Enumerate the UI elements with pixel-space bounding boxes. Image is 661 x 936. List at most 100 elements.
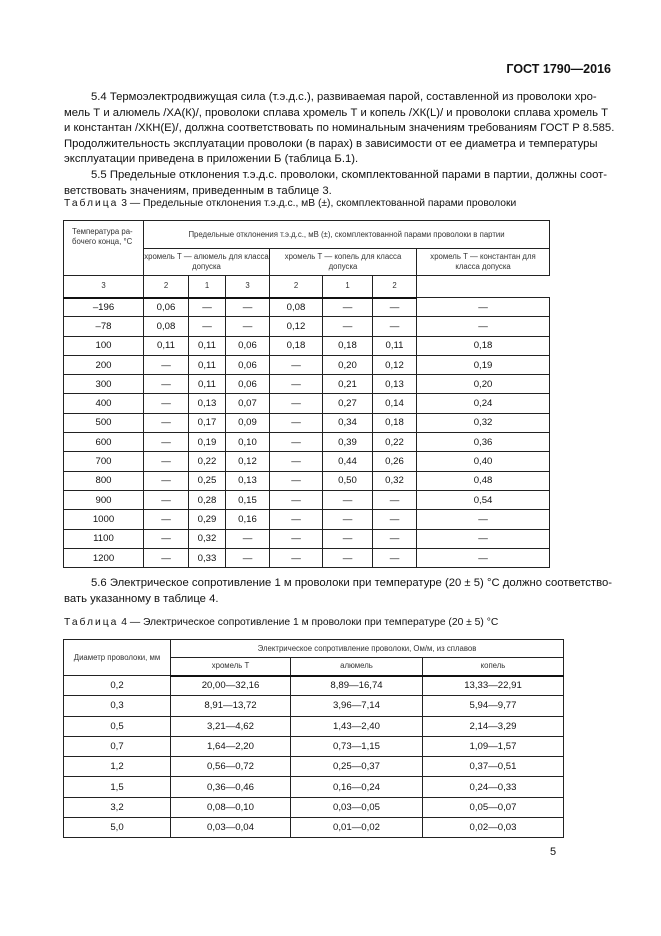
table-cell: —	[322, 489, 373, 511]
text-line: эксплуатации приведена в приложении Б (т…	[64, 153, 359, 166]
table-cell: —	[269, 451, 323, 472]
table-cell: 700	[63, 451, 144, 472]
text-line: Продолжительность эксплуатации проволоки…	[64, 137, 598, 150]
table-row: 900—0,28 0,15— — —0,54	[63, 489, 551, 511]
table-cell: 0,21	[322, 374, 373, 395]
table-cell: 1,09—1,57	[421, 735, 565, 758]
header-group: Электрическое сопротивление проволоки, О…	[169, 639, 565, 658]
table-cell: —	[322, 316, 373, 337]
header-group: Предельные отклонения т.э.д.с., мВ (±), …	[142, 220, 551, 249]
table-cell: 0,07	[225, 393, 270, 414]
table-row: 600—0,19 0,10—0,39 0,22 0,36	[63, 432, 551, 453]
table-row: 1,5 0,36—0,46 0,16—0,24 0,24—0,33	[63, 776, 565, 798]
table-cell: —	[269, 432, 323, 453]
table-cell: —	[269, 354, 323, 376]
table-cell: 500	[63, 412, 144, 434]
header-alloy: копель	[421, 657, 565, 677]
table-cell: 0,29	[188, 509, 226, 530]
table-row: 700—0,22 0,12—0,44 0,26 0,40	[63, 451, 551, 472]
table-cell: —	[269, 509, 323, 530]
table-cell: 0,14	[372, 393, 417, 414]
table-cell: 0,16	[225, 509, 270, 530]
header-class: 1	[188, 275, 226, 299]
table-cell: —	[322, 296, 373, 318]
table-cell: —	[269, 470, 323, 491]
table-cell: 0,18	[372, 412, 417, 434]
table-cell: 0,02—0,03	[421, 817, 565, 839]
table-cell: —	[225, 547, 270, 569]
table-3: Температура ра-бочего конца, °С Предельн…	[63, 220, 551, 569]
table-row: 800—0,25 0,13—0,50 0,32 0,48	[63, 470, 551, 491]
table-cell: —	[415, 509, 551, 530]
table-cell: 0,73—1,15	[290, 735, 423, 758]
table-cell: —	[143, 451, 189, 472]
header-diameter: Диаметр проволоки, мм	[63, 639, 171, 676]
table-cell: —	[225, 316, 270, 337]
table-row: 1,2 0,56—0,72 0,25—0,37 0,37—0,51	[63, 756, 565, 778]
table-row: 400—0,13 0,07—0,27 0,14 0,24	[63, 393, 551, 414]
table-cell: 0,24	[415, 393, 551, 414]
table-cell: 100	[63, 335, 144, 356]
table-row: 300—0,11 0,06—0,21 0,13 0,20	[63, 374, 551, 395]
table-cell: 0,22	[372, 432, 417, 453]
table-row: –196 0,06— —0,08— — —	[63, 296, 551, 318]
table-cell: —	[269, 547, 323, 569]
table-cell: 600	[63, 432, 144, 453]
table-cell: —	[188, 296, 226, 318]
table-cell: 0,08	[269, 296, 323, 318]
table-cell: 0,06	[225, 335, 270, 356]
table-cell: 0,32	[372, 470, 417, 491]
table-cell: 0,2	[63, 674, 171, 697]
table-cell: 0,18	[415, 335, 551, 356]
paragraph-5-4: 5.4 Термоэлектродвижущая сила (т.э.д.с.)…	[64, 90, 615, 199]
table-cell: —	[415, 547, 551, 569]
table-cell: 0,20	[322, 354, 373, 376]
text-line: и константан /ХКН(Е)/, должна соответств…	[64, 122, 615, 135]
table-cell: 900	[63, 489, 144, 511]
table-cell: 0,05—0,07	[421, 796, 565, 819]
table-cell: —	[415, 528, 551, 549]
header-pair: хромель Т — копель для класса допуска	[269, 248, 417, 276]
table-cell: 0,18	[322, 335, 373, 356]
table-cell: 0,36—0,46	[170, 776, 291, 798]
table-row: 1100—0,32— — — — —	[63, 528, 551, 549]
table-cell: 0,25—0,37	[290, 756, 423, 778]
table-cell: 3,2	[63, 796, 171, 819]
table-cell: 200	[63, 354, 144, 376]
table-cell: —	[143, 432, 189, 453]
table-cell: 5,0	[63, 817, 171, 839]
header-class: 1	[322, 275, 373, 299]
table-cell: 0,44	[322, 451, 373, 472]
header-class: 3	[225, 275, 270, 299]
table-cell: 0,06	[225, 354, 270, 376]
table-cell: 1,64—2,20	[170, 735, 291, 758]
table-cell: 0,7	[63, 735, 171, 758]
page-number: 5	[550, 846, 557, 858]
table-cell: 0,19	[415, 354, 551, 376]
table-cell: 1,2	[63, 756, 171, 778]
table-row: 5,0 0,03—0,04 0,01—0,02 0,02—0,03	[63, 817, 565, 839]
table-cell: 1,5	[63, 776, 171, 798]
table-cell: 0,15	[225, 489, 270, 511]
table-cell: 0,11	[143, 335, 189, 356]
table-row: 200—0,11 0,06—0,20 0,12 0,19	[63, 354, 551, 376]
table-cell: —	[143, 489, 189, 511]
header-pair: хромель Т — константан для класса допуск…	[415, 248, 551, 276]
table-cell: 0,26	[372, 451, 417, 472]
table-cell: 0,50	[322, 470, 373, 491]
table-cell: 0,01—0,02	[290, 817, 423, 839]
table-cell: 0,56—0,72	[170, 756, 291, 778]
standard-header: ГОСТ 1790—2016	[506, 62, 611, 76]
table-cell: —	[269, 412, 323, 434]
text-line: 5.6 Электрическое сопротивление 1 м пров…	[91, 577, 613, 589]
table-row: 3,2 0,08—0,10 0,03—0,05 0,05—0,07	[63, 796, 565, 819]
table-cell: —	[269, 489, 323, 511]
table-cell: 3,21—4,62	[170, 715, 291, 737]
table-cell: 0,11	[372, 335, 417, 356]
table-cell: —	[372, 316, 417, 337]
table-cell: 0,33	[188, 547, 226, 569]
text-line: вать указанному в таблице 4.	[64, 592, 219, 605]
header-pair: хромель Т — алюмель для класса допуска	[143, 248, 270, 276]
table-cell: 0,12	[269, 316, 323, 337]
header-class: 2	[269, 275, 323, 299]
